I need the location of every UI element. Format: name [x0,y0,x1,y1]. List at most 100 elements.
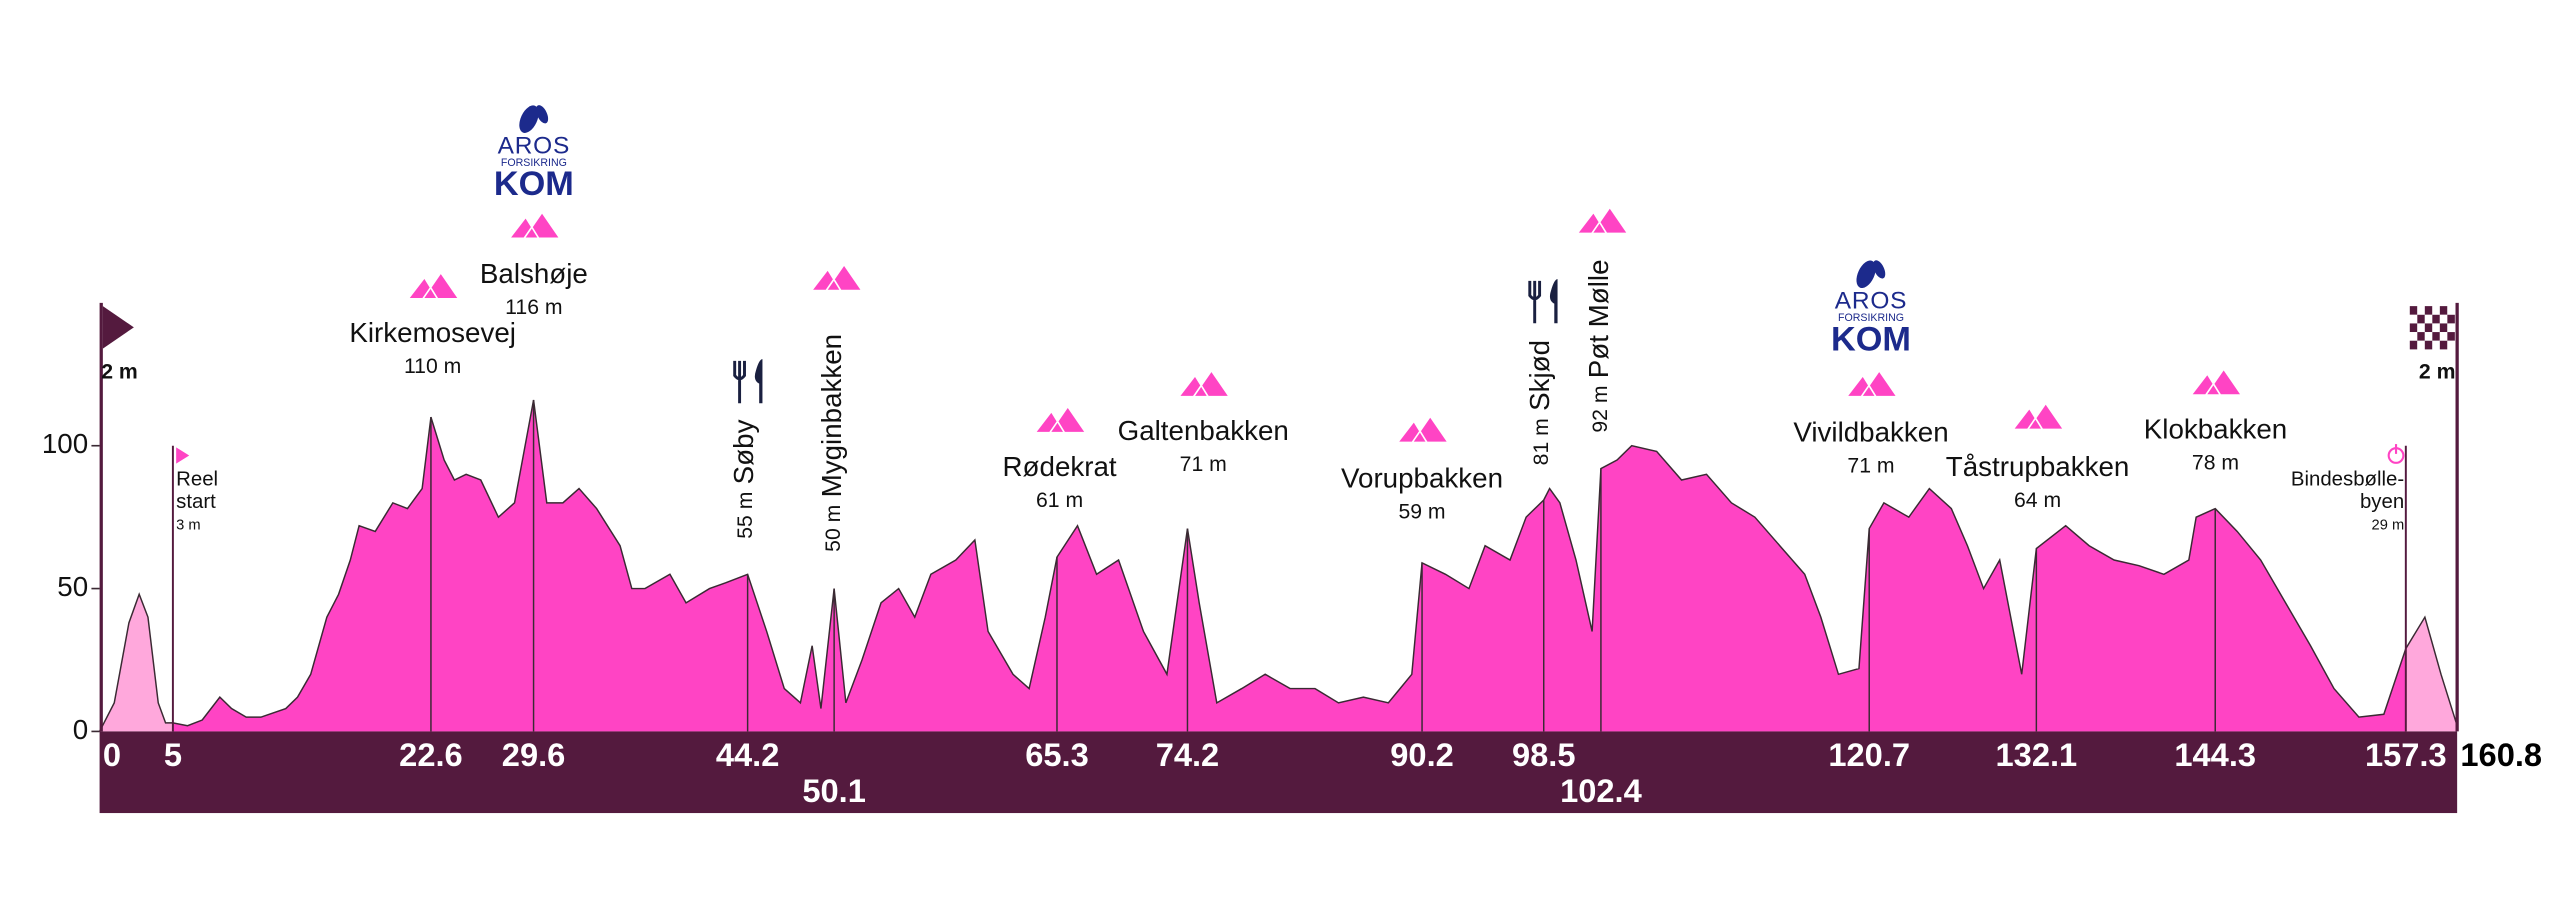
flag-square [2447,314,2455,324]
finish-flag [2409,306,2455,350]
climb-icon [407,271,460,300]
flag-square [2409,314,2418,324]
flag-square [2424,332,2433,341]
distance-band [99,731,2458,814]
x-tick-label: 50.1 [802,772,866,809]
logo-sub: FORSIKRING [1838,312,1904,324]
climb-icon [1845,369,1898,398]
logo-kom: KOM [494,165,574,203]
knife [754,359,763,404]
climb-name: Vivildbakken [1793,417,1948,448]
reel-start-elevation: 3 m [176,518,200,534]
x-tick-label: 120.7 [1828,736,1910,773]
logo-leaf [519,105,539,133]
climb-elevation: 50 m [822,505,845,552]
feed-icon [1528,279,1558,324]
climb-elevation: 64 m [2014,489,2061,512]
reel-finish-label: byen [2360,491,2404,513]
feed-label: 55 m Søby [728,419,759,538]
start-elevation: 2 m [101,361,138,384]
reel-start-label: start [176,491,216,513]
flag-square [2439,314,2448,324]
y-tick-label: 100 [42,428,88,459]
x-tick-label: 0 [103,736,121,773]
flag-square [2409,340,2418,350]
flag-square [2417,314,2425,324]
x-tick-label: 44.2 [716,736,780,773]
feed-label: 81 m Skjød [1524,340,1555,465]
flag-square [2439,323,2448,333]
flag-square [2417,323,2425,333]
flag-square [2432,332,2440,341]
feed-name: Søby [728,419,759,484]
y-tick-label: 50 [57,571,88,602]
flag-square [2417,306,2425,315]
x-tick-label: 74.2 [1156,736,1220,773]
climb-elevation: 71 m [1180,453,1227,476]
climb-elevation: 116 m [505,296,562,319]
climb-icon [1396,415,1449,444]
flag-square [2439,340,2448,350]
flag-square [2424,340,2433,350]
climb-name: Kirkemosevej [349,317,516,348]
x-tick-label: 160.8 [2460,736,2542,773]
x-tick-label: 5 [164,736,182,773]
logo-leaf [535,105,549,124]
flag-square [2432,340,2440,350]
climb-name: Vorupbakken [1341,462,1503,493]
flag-square [2424,306,2433,315]
climb-icon [2012,402,2065,431]
fork [733,360,746,404]
start-flag [102,306,134,349]
climb-elevation: 92 m [1589,385,1612,432]
climb-icon [810,263,863,292]
logo-name: AROS [1835,288,1908,315]
x-tick-label: 29.6 [502,736,566,773]
x-tick-label: 90.2 [1390,736,1454,773]
flag-square [2447,340,2455,350]
climb-label: 92 m Pøt Mølle [1583,259,1614,432]
x-tick-label: 132.1 [1996,736,2078,773]
flag-square [2409,306,2418,315]
climb-icon [1177,369,1231,398]
x-tick-label: 98.5 [1512,736,1576,773]
flag-square [2424,314,2433,324]
feed-elevation: 81 m [1530,418,1553,465]
race-area [172,399,2406,732]
climb-icon [2190,368,2243,396]
climb-elevation: 110 m [404,355,461,378]
climb-icon [508,211,561,240]
climb-elevation: 71 m [1847,455,1894,478]
flag-square [2447,323,2455,333]
flag-square [2447,332,2455,341]
logo-sub: FORSIKRING [501,157,567,169]
profile-line [98,399,2458,732]
climb-elevation: 59 m [1398,500,1445,523]
logo-kom: KOM [1831,320,1911,358]
climb-name: Myginbakken [816,334,847,498]
flag-square [2424,323,2433,333]
feed-icon [733,359,763,404]
feed-elevation: 55 m [734,492,757,539]
x-tick-label: 22.6 [399,736,463,773]
climb-icon [1576,206,1629,235]
flag-square [2432,314,2440,324]
climb-name: Rødekrat [1003,451,1117,482]
flag-square [2439,332,2448,341]
reel-start-label: Reel [176,468,218,490]
climb-name: Galtenbakken [1118,415,1289,446]
climb-name: Klokbakken [2144,413,2287,444]
climb-elevation: 78 m [2192,451,2239,474]
reel-finish-elevation: 29 m [2372,518,2405,534]
y-tick-label: 0 [73,714,88,745]
climb-name: Tåstrupbakken [1946,451,2130,482]
climb-elevation: 61 m [1036,489,1083,512]
climb-icon [1034,405,1087,434]
x-tick-label: 65.3 [1025,736,1089,773]
x-tick-label: 157.3 [2365,736,2447,773]
fork [1528,280,1542,324]
